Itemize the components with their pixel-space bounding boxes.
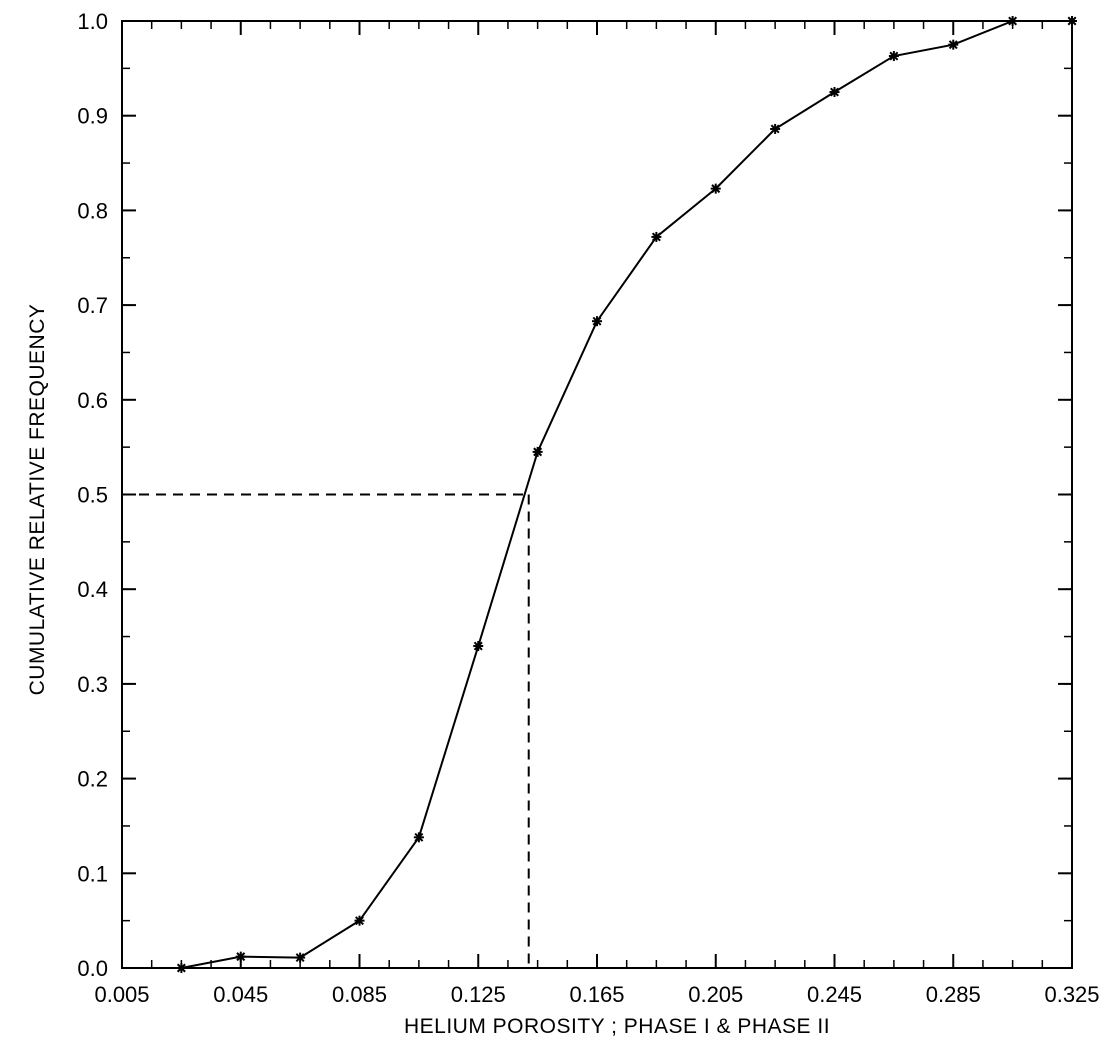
data-point-marker [888,51,899,62]
x-tick-label: 0.205 [688,982,743,1007]
y-tick-label: 0.5 [77,483,108,508]
data-point-marker [532,446,543,457]
y-tick-label: 0.4 [77,577,108,602]
data-markers [176,16,1077,973]
marker-stroke [770,124,780,134]
data-point-marker [354,915,365,926]
y-tick-label: 0.6 [77,388,108,413]
y-axis-title: CUMULATIVE RELATIVE FREQUENCY [26,304,49,696]
y-tick-label: 0.7 [77,293,108,318]
y-tick-label: 0.3 [77,672,108,697]
y-tick-labels: 0.0 0.1 0.2 0.3 0.4 0.5 0.6 0.7 0.8 0.9 1.0 [77,9,108,981]
marker-stroke [236,952,246,962]
data-point-marker [651,231,662,242]
x-tick-label: 0.045 [213,982,268,1007]
y-tick-label: 0.2 [77,767,108,792]
series-line [181,20,1072,969]
marker-stroke [830,87,839,97]
marker-stroke [889,51,899,61]
marker-stroke [711,184,721,194]
median-reference-lines [122,493,530,968]
data-point-marker [770,123,781,134]
x-tick-label: 0.165 [569,982,624,1007]
x-axis-title: HELIUM POROSITY ; PHASE I & PHASE II [404,1015,830,1038]
x-tick-label: 0.005 [94,982,149,1007]
data-point-marker [235,951,246,962]
marker-stroke [651,232,661,242]
x-tick-labels: 0.005 0.045 0.085 0.125 0.165 0.205 0.245 0.285… [94,982,1099,1007]
major-ticks [121,20,1073,969]
x-tick-label: 0.125 [451,982,506,1007]
data-point-marker [710,183,721,194]
data-point-marker [473,641,484,652]
y-tick-label: 0.0 [77,956,108,981]
marker-stroke [533,447,543,457]
y-tick-label: 1.0 [77,9,108,34]
series-line-group [181,20,1072,969]
y-tick-label: 0.1 [77,861,108,886]
x-tick-label: 0.325 [1044,982,1099,1007]
marker-stroke [295,953,305,963]
x-tick-label: 0.285 [926,982,981,1007]
data-point-marker [829,87,840,98]
marker-stroke [948,40,958,50]
plot-frame [121,20,1073,969]
y-tick-label: 0.9 [77,104,108,129]
data-point-marker [948,39,959,50]
x-tick-label: 0.085 [332,982,387,1007]
marker-stroke [355,916,364,926]
data-point-marker [592,316,602,327]
data-point-marker [413,832,424,843]
marker-stroke [473,641,483,651]
marker-stroke [414,832,424,842]
x-tick-label: 0.245 [807,982,862,1007]
data-point-marker [295,952,306,963]
y-tick-label: 0.8 [77,198,108,223]
marker-stroke [592,316,602,326]
